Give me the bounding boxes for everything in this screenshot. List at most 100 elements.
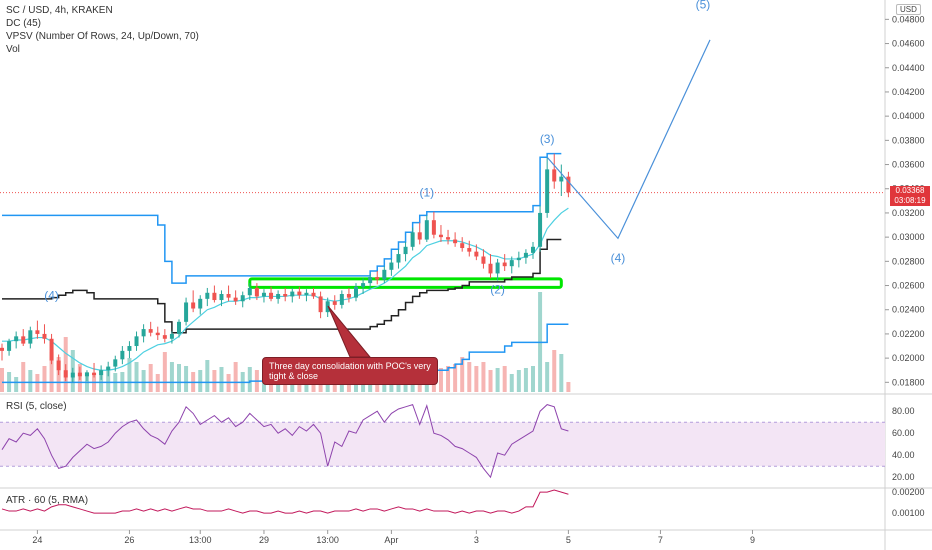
candle-body (120, 350, 125, 360)
wave-projection-line (546, 39, 711, 240)
price-tick-label: 0.04600 (892, 39, 925, 49)
candle-body (431, 220, 436, 235)
atr-legend: ATR · 60 (5, RMA) (6, 495, 89, 506)
price-tick-label: 0.03800 (892, 135, 925, 145)
candle-body (283, 294, 288, 297)
last-price-countdown: 03:08:19 (894, 196, 926, 205)
candle-body (77, 372, 82, 377)
candle-body (523, 252, 528, 258)
rsi-tick-label: 40.00 (892, 450, 915, 460)
candle-body (49, 338, 54, 361)
candle-body (177, 321, 181, 334)
candle-body (488, 263, 493, 274)
volume-bar (523, 368, 528, 392)
atr-tick-label: 0.00200 (892, 487, 925, 497)
candle-body (552, 169, 557, 182)
candle-body (42, 333, 47, 339)
time-tick-label: 24 (32, 535, 42, 545)
volume-bar (42, 366, 47, 392)
rsi-line (1, 403, 569, 479)
time-tick-label: 29 (259, 535, 269, 545)
volume-bar (99, 370, 104, 392)
candle-body (0, 347, 4, 351)
last-price-badge: 0.03368 03:08:19 (890, 186, 930, 206)
candle-body (14, 336, 19, 342)
candle-body (375, 277, 380, 280)
candle-body (509, 260, 514, 267)
candle-body (155, 332, 160, 336)
volume-bar (460, 357, 465, 392)
candle-body (311, 292, 316, 297)
candle-body (318, 296, 323, 313)
volume-bar (559, 354, 564, 392)
volume-bar (247, 367, 252, 392)
candle-body (417, 232, 422, 240)
wave-label: (3) (540, 132, 555, 146)
candle-body (566, 176, 571, 193)
volume-bar (177, 364, 181, 392)
volume-bar (233, 362, 238, 392)
candle-body (297, 291, 302, 296)
time-tick-label: Apr (384, 535, 398, 545)
volume-bar (509, 374, 514, 392)
candle-body (424, 220, 429, 240)
candle-body (403, 246, 408, 255)
volume-bar (446, 366, 451, 392)
volume-bar (205, 360, 210, 392)
candle-body (84, 372, 89, 377)
volume-bar (169, 362, 174, 392)
rsi-tick-label: 60.00 (892, 428, 915, 438)
candle-body (35, 330, 40, 334)
rsi-band (0, 422, 885, 467)
candle-body (495, 262, 500, 274)
price-tick-label: 0.02000 (892, 353, 925, 363)
candle-body (226, 294, 231, 298)
atr-tick-label: 0.00100 (892, 508, 925, 518)
price-tick-label: 0.03600 (892, 160, 925, 170)
donchian-basis-line (2, 238, 562, 334)
time-tick-label: 26 (124, 535, 134, 545)
volume-bar (516, 370, 521, 392)
currency-button[interactable]: USD (896, 4, 921, 15)
candle-body (21, 336, 26, 344)
candle-body (56, 360, 61, 371)
candle-body (531, 246, 535, 253)
candle-body (106, 366, 111, 371)
wave-label: (2) (490, 282, 505, 296)
candle-body (205, 292, 210, 299)
volume-bar (14, 377, 19, 392)
volume-bar (481, 362, 486, 392)
candle-body (169, 333, 174, 339)
rsi-tick-label: 20.00 (892, 472, 915, 482)
time-tick-label: 7 (658, 535, 663, 545)
candle-body (198, 298, 203, 309)
candle-body (332, 301, 337, 305)
atr-line (1, 489, 569, 514)
candle-body (261, 292, 266, 297)
candle-body (339, 294, 344, 305)
volume-bar (28, 370, 33, 392)
volume-bar (148, 364, 153, 392)
candle-body (467, 248, 472, 252)
candle-body (438, 234, 443, 238)
candle-body (184, 302, 189, 322)
volume-bar (495, 368, 500, 392)
volume-bar (474, 366, 479, 392)
price-tick-label: 0.03000 (892, 232, 925, 242)
volume-bar (545, 362, 550, 392)
volume-bar (410, 380, 415, 392)
candle-body (389, 262, 394, 270)
last-price-value: 0.03368 (895, 186, 925, 195)
candle-body (516, 257, 521, 261)
candle-body (254, 287, 259, 297)
candle-body (92, 372, 97, 376)
candle-body (191, 302, 196, 309)
candle-body (474, 251, 479, 257)
vpsv-legend: VPSV (Number Of Rows, 24, Up/Down, 70) (6, 31, 199, 42)
volume-bar (318, 378, 323, 392)
volume-bar (453, 364, 458, 392)
consolidation-callout: Three day consolidation with POC's very … (262, 357, 438, 385)
volume-bar (566, 382, 571, 392)
volume-bar (21, 362, 26, 392)
